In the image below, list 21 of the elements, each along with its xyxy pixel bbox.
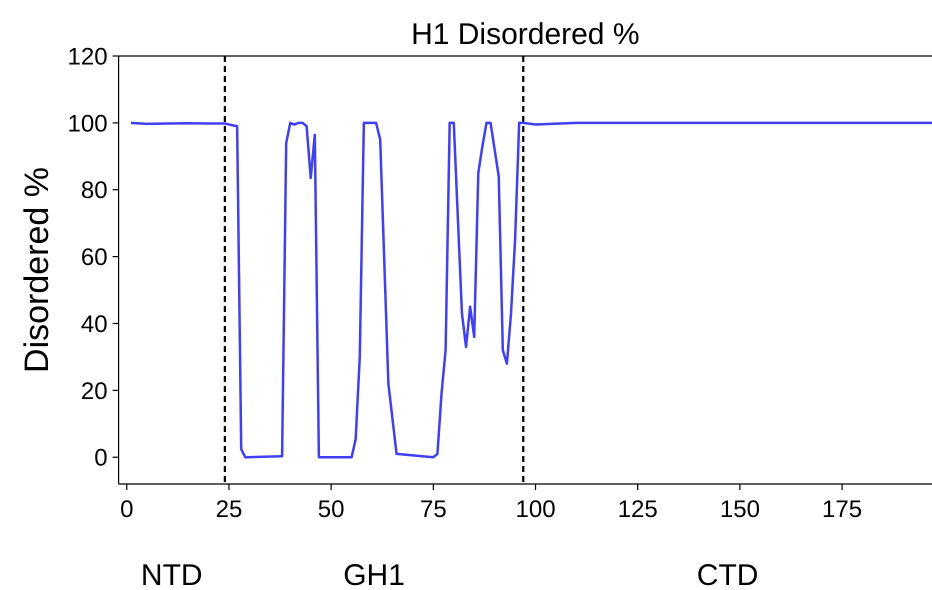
y-tick-label: 20 (80, 378, 108, 405)
line-series (130, 122, 932, 458)
text: NTD (140, 559, 203, 590)
y-tick-label: 40 (80, 310, 108, 338)
x-tick-label: 25 (216, 496, 242, 523)
x-tick-label: 0 (120, 496, 134, 523)
y-tick-label: 80 (80, 177, 108, 204)
y-tick-label: 100 (68, 110, 108, 138)
x-tick-label: 100 (515, 496, 556, 523)
chart-title: H1 Disordered % (411, 18, 640, 51)
x-tick-label: 175 (822, 496, 862, 523)
x-tick-label: 125 (618, 496, 658, 523)
y-tick-label: 120 (68, 43, 108, 70)
text: CTD (696, 559, 758, 590)
x-tick-label: 50 (318, 496, 344, 523)
y-axis-title: Disordered % (18, 167, 56, 373)
text: GH1 (343, 559, 405, 590)
x-tick-label: 150 (720, 496, 760, 523)
y-tick-label: 60 (80, 244, 108, 272)
y-tick-label: 0 (94, 444, 108, 472)
x-tick-label: 75 (420, 496, 447, 523)
